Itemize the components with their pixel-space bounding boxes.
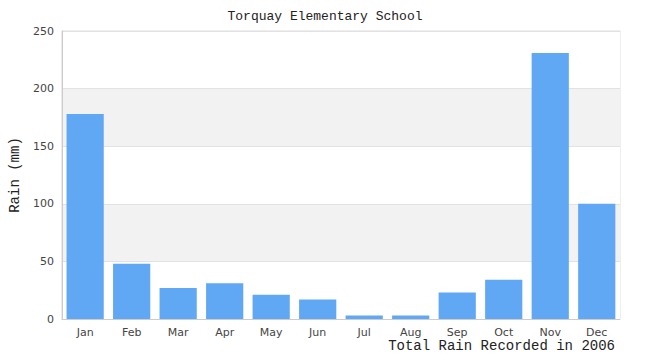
svg-text:Sep: Sep <box>446 326 468 339</box>
svg-text:Mar: Mar <box>168 326 189 339</box>
svg-text:Jul: Jul <box>357 326 371 339</box>
svg-text:Feb: Feb <box>122 326 141 339</box>
svg-text:100: 100 <box>33 197 54 210</box>
svg-text:Dec: Dec <box>586 326 608 339</box>
svg-text:Jan: Jan <box>76 326 94 339</box>
svg-text:Oct: Oct <box>494 326 514 339</box>
svg-text:Nov: Nov <box>539 326 561 339</box>
svg-text:0: 0 <box>47 313 54 326</box>
svg-text:Apr: Apr <box>215 326 235 339</box>
svg-text:Aug: Aug <box>400 326 422 339</box>
svg-text:Total Rain Recorded in 2006: Total Rain Recorded in 2006 <box>388 338 615 354</box>
svg-text:150: 150 <box>33 140 54 153</box>
svg-text:May: May <box>260 326 283 339</box>
svg-text:50: 50 <box>40 255 54 268</box>
svg-text:200: 200 <box>33 82 54 95</box>
svg-text:Jun: Jun <box>308 326 326 339</box>
svg-text:250: 250 <box>33 25 54 38</box>
svg-text:Rain (mm): Rain (mm) <box>7 137 23 213</box>
svg-text:Torquay Elementary School: Torquay Elementary School <box>227 9 422 24</box>
